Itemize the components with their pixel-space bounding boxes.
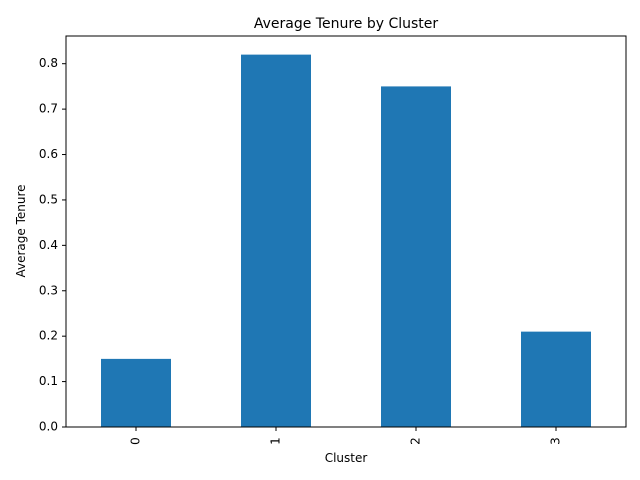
x-tick-label: 0 (129, 437, 143, 445)
y-tick-label: 0.5 (39, 192, 58, 206)
bar-cluster-1 (241, 54, 311, 427)
x-axis-title: Cluster (325, 451, 368, 465)
chart-title: Average Tenure by Cluster (254, 16, 439, 32)
y-tick-label: 0.6 (39, 147, 58, 161)
y-tick-label: 0.3 (39, 283, 58, 297)
x-axis-ticks: 0 1 2 3 (129, 427, 563, 445)
bars-group (101, 54, 591, 428)
y-tick-label: 0.2 (39, 329, 58, 343)
y-tick-label: 0.7 (39, 102, 58, 116)
y-axis-ticks: 0.0 0.1 0.2 0.3 0.4 0.5 0.6 0.7 0.8 (39, 56, 66, 434)
bar-cluster-0 (101, 358, 171, 427)
y-tick-label: 0.4 (39, 238, 58, 252)
bar-cluster-3 (521, 331, 591, 427)
x-tick-label: 2 (409, 437, 423, 445)
y-tick-label: 0.8 (39, 56, 58, 70)
plot-frame (65, 35, 627, 428)
bar-cluster-2 (381, 86, 451, 428)
y-tick-label: 0.1 (39, 374, 58, 388)
x-tick-label: 3 (549, 437, 563, 445)
x-tick-label: 1 (269, 437, 283, 445)
y-tick-label: 0.0 (39, 420, 58, 434)
y-axis-title: Average Tenure (14, 184, 28, 277)
